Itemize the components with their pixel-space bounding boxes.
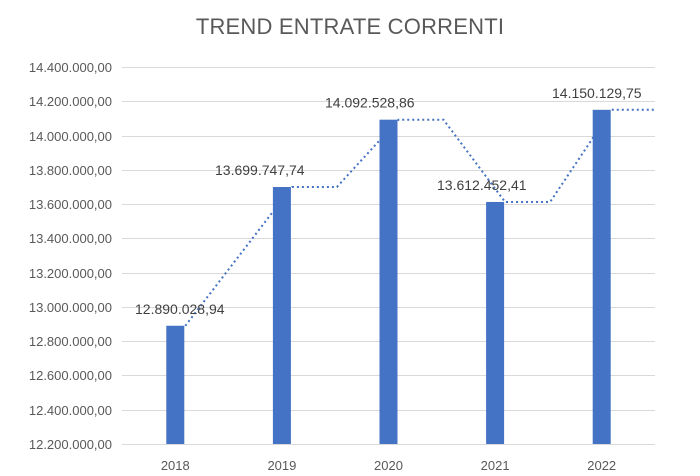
trend-line bbox=[184, 108, 657, 327]
bar bbox=[272, 186, 291, 444]
x-tick-label: 2020 bbox=[374, 458, 403, 473]
bar bbox=[486, 201, 505, 444]
data-label: 13.612.452,41 bbox=[437, 177, 527, 193]
bar bbox=[592, 109, 611, 445]
y-tick-label: 14.400.000,00 bbox=[29, 60, 112, 75]
data-label: 12.890.028,94 bbox=[135, 301, 225, 317]
bar bbox=[166, 325, 185, 444]
y-tick-label: 14.000.000,00 bbox=[29, 129, 112, 144]
y-tick-label: 13.400.000,00 bbox=[29, 231, 112, 246]
chart-title: TREND ENTRATE CORRENTI bbox=[195, 14, 505, 39]
x-tick-label: 2019 bbox=[267, 458, 296, 473]
data-label: 14.150.129,75 bbox=[552, 85, 642, 101]
y-tick-label: 13.200.000,00 bbox=[29, 266, 112, 281]
x-tick-label: 2018 bbox=[161, 458, 190, 473]
x-tick-label: 2022 bbox=[587, 458, 616, 473]
y-tick-label: 14.200.000,00 bbox=[29, 94, 112, 109]
y-tick-label: 13.000.000,00 bbox=[29, 300, 112, 315]
data-label: 14.092.528,86 bbox=[325, 95, 415, 111]
bar bbox=[379, 119, 398, 445]
y-tick-label: 12.400.000,00 bbox=[29, 403, 112, 418]
y-tick-label: 13.600.000,00 bbox=[29, 197, 112, 212]
y-tick-label: 13.800.000,00 bbox=[29, 163, 112, 178]
x-tick-label: 2021 bbox=[481, 458, 510, 473]
y-tick-label: 12.600.000,00 bbox=[29, 368, 112, 383]
y-tick-label: 12.200.000,00 bbox=[29, 437, 112, 452]
data-label: 13.699.747,74 bbox=[215, 162, 305, 178]
y-tick-label: 12.800.000,00 bbox=[29, 334, 112, 349]
